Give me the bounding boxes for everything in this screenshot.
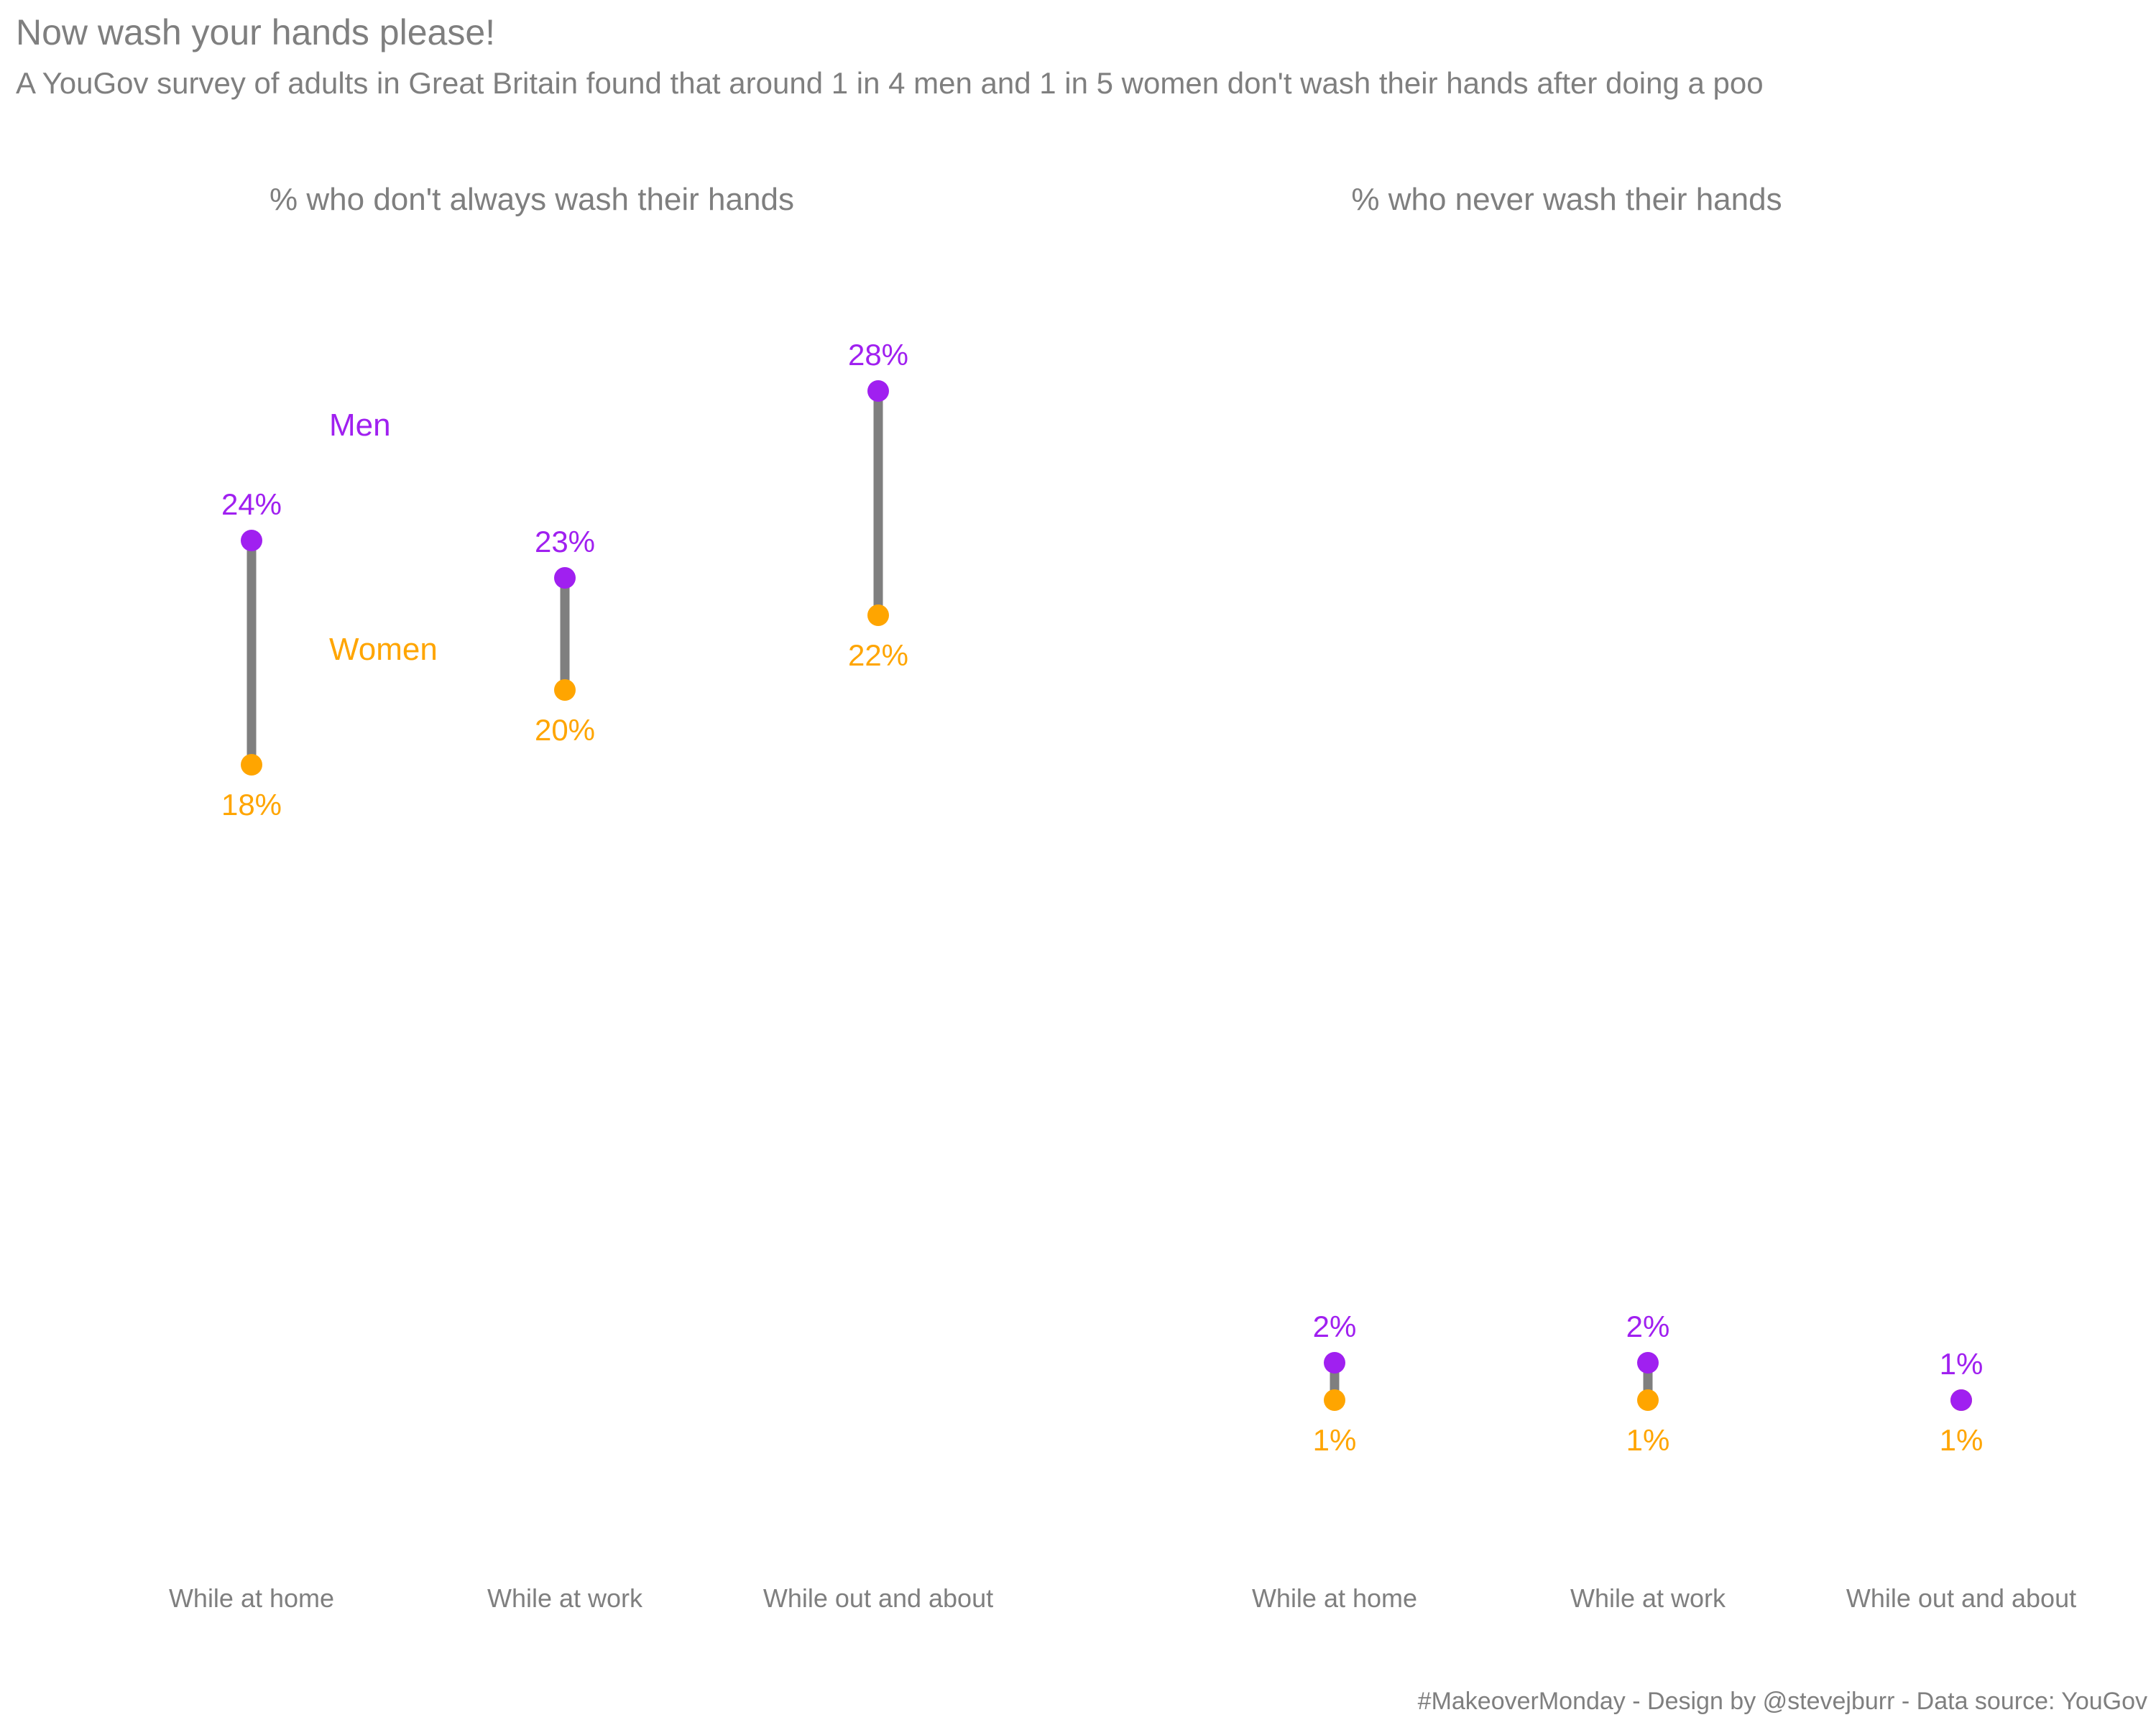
chart-subtitle: A YouGov survey of adults in Great Brita… (16, 66, 1764, 100)
men-value-label: 2% (1626, 1310, 1670, 1343)
men-point (867, 380, 889, 402)
category-label: While at home (169, 1583, 334, 1613)
category-label: While out and about (1846, 1583, 2076, 1613)
men-point (554, 567, 576, 589)
women-value-label: 18% (221, 788, 282, 822)
men-point (241, 530, 262, 551)
men-value-label: 24% (221, 487, 282, 521)
women-value-label: 1% (1940, 1423, 1984, 1457)
women-value-label: 1% (1626, 1423, 1670, 1457)
men-value-label: 28% (848, 338, 908, 372)
category-label: While at home (1252, 1583, 1417, 1613)
men-point (1324, 1352, 1345, 1374)
women-point (867, 604, 889, 626)
men-value-label: 1% (1940, 1347, 1984, 1381)
category-label: While at work (487, 1583, 643, 1613)
women-point (554, 679, 576, 701)
women-value-label: 1% (1313, 1423, 1357, 1457)
chart-title: Now wash your hands please! (16, 12, 495, 52)
men-point (1637, 1352, 1659, 1374)
women-point (1637, 1389, 1659, 1411)
men-point (1950, 1389, 1972, 1411)
women-point (1324, 1389, 1345, 1411)
category-label: While at work (1570, 1583, 1726, 1613)
chart-caption: #MakeoverMonday - Design by @stevejburr … (1418, 1688, 2147, 1715)
chart-marks: 24% 18% While at home 23% 20% While at work 28… (169, 338, 2076, 1613)
women-value-label: 20% (535, 713, 595, 747)
men-value-label: 23% (535, 525, 595, 558)
panel-title-always: % who don't always wash their hands (270, 182, 794, 217)
legend-women: Women (329, 632, 438, 667)
men-value-label: 2% (1313, 1310, 1357, 1343)
women-point (241, 754, 262, 776)
panel-title-never: % who never wash their hands (1351, 182, 1782, 217)
category-label: While out and about (763, 1583, 993, 1613)
legend-men: Men (329, 408, 391, 443)
women-value-label: 22% (848, 638, 908, 672)
